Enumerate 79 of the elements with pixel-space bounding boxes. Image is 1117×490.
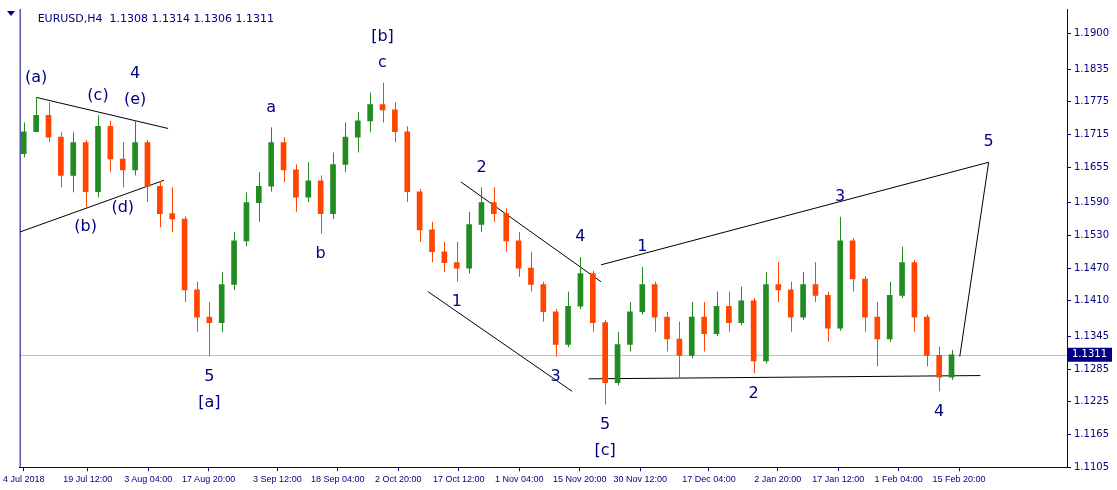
- y-tick-label: 1.1470: [1074, 261, 1109, 273]
- x-tick-label: 3 Sep 12:00: [253, 474, 302, 485]
- candlestick: [812, 261, 819, 303]
- y-tick-label: 1.1835: [1074, 62, 1109, 74]
- y-tick-label: 1.1285: [1074, 362, 1109, 374]
- annotation: 1: [451, 290, 462, 310]
- candlestick: [441, 241, 448, 273]
- x-tick-label: 30 Nov 12:00: [613, 474, 667, 485]
- x-tick-label: 3 Aug 04:00: [124, 474, 173, 485]
- ref-line-label: 1.1311: [1072, 348, 1107, 360]
- candlestick: [305, 161, 312, 203]
- annotation: (b): [74, 216, 97, 236]
- annotation: 2: [476, 156, 487, 176]
- candlestick: [701, 301, 707, 353]
- candlestick: [45, 101, 52, 143]
- y-tick-label: 1.1530: [1074, 228, 1109, 240]
- candlestick: [478, 186, 485, 233]
- candlestick: [726, 291, 732, 333]
- candlestick: [206, 301, 213, 357]
- y-tick-label: 1.1410: [1074, 294, 1109, 306]
- annotation: [c]: [594, 439, 616, 459]
- y-tick-label: 1.1105: [1074, 460, 1109, 472]
- candlestick: [453, 241, 460, 283]
- candlestick: [429, 221, 435, 263]
- x-tick-label: 17 Dec 04:00: [682, 474, 736, 485]
- annotation: 4: [575, 226, 586, 246]
- y-tick-label: 1.1225: [1074, 395, 1109, 407]
- annotation: c: [378, 51, 387, 71]
- annotation: 3: [835, 185, 846, 205]
- x-tick-label: 18 Sep 04:00: [311, 474, 365, 485]
- y-tick-label: 1.1775: [1074, 95, 1109, 107]
- y-tick-label: 1.1345: [1074, 329, 1109, 341]
- x-tick-label: 1 Nov 04:00: [495, 474, 544, 485]
- x-tick-label: 17 Oct 12:00: [433, 474, 485, 485]
- candlestick: [367, 91, 373, 133]
- candlestick: [392, 101, 398, 143]
- candlestick: [169, 186, 176, 233]
- annotation: 2: [748, 382, 759, 402]
- y-tick-label: 1.1900: [1074, 27, 1109, 39]
- annotation: b: [315, 242, 326, 262]
- y-tick-label: 1.1655: [1074, 160, 1109, 172]
- x-tick-label: 1 Feb 04:00: [874, 474, 923, 485]
- x-tick-label: 15 Nov 20:00: [552, 474, 607, 485]
- y-tick-label: 1.1590: [1074, 196, 1109, 208]
- annotation: (c): [87, 84, 109, 104]
- annotation: [a]: [198, 391, 221, 411]
- annotation: (a): [25, 66, 48, 86]
- candlestick: [354, 111, 361, 153]
- candlestick: [936, 346, 942, 392]
- chart-title: EURUSD,H4 1.1308 1.1314 1.1306 1.1311: [37, 11, 275, 25]
- annotation: 5: [204, 365, 215, 385]
- annotation: 3: [550, 365, 561, 385]
- candlestick: [528, 251, 534, 293]
- annotation: 1: [637, 236, 648, 256]
- x-tick-label: 17 Aug 20:00: [182, 474, 236, 485]
- candlestick: [255, 171, 262, 223]
- annotation: 4: [130, 63, 141, 83]
- annotation: 5: [983, 131, 994, 151]
- annotation: [b]: [371, 25, 394, 45]
- x-tick-label: 2 Oct 20:00: [375, 474, 422, 485]
- annotation: a: [266, 96, 277, 116]
- annotation: 5: [600, 413, 611, 433]
- candlestick: [20, 121, 27, 158]
- annotation: (e): [123, 89, 147, 109]
- x-tick-label: 17 Jan 12:00: [812, 474, 865, 485]
- x-tick-label: 15 Feb 20:00: [932, 474, 986, 485]
- candlestick: [119, 141, 126, 188]
- annotation: (d): [111, 196, 135, 216]
- candlestick: [491, 186, 497, 223]
- y-tick-label: 1.1715: [1074, 128, 1109, 140]
- candlestick: [33, 96, 39, 133]
- x-tick-label: 19 Jul 12:00: [63, 474, 113, 485]
- annotation: 4: [934, 400, 945, 420]
- candlestick: [664, 311, 670, 353]
- candlestick: [874, 301, 881, 367]
- y-tick-label: 1.1165: [1074, 428, 1109, 440]
- x-tick-label: 4 Jul 2018: [3, 474, 45, 485]
- x-tick-label: 2 Jan 20:00: [754, 474, 802, 485]
- candlestick: [738, 286, 745, 326]
